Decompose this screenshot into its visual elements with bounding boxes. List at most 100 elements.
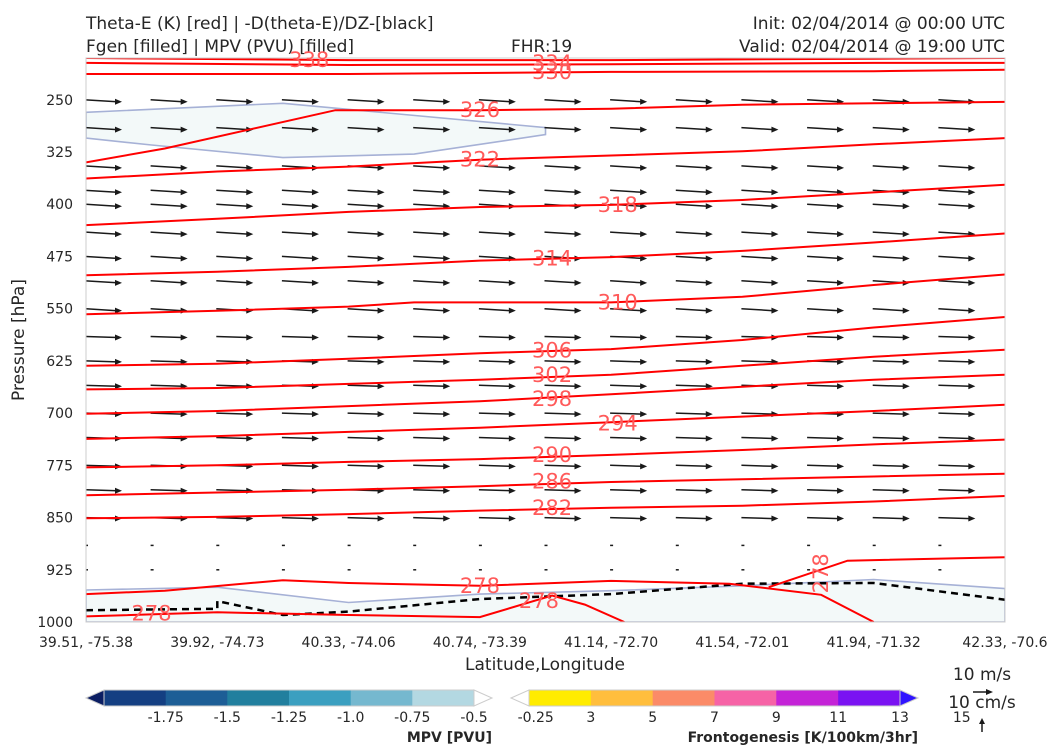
- y-tick-label: 325: [46, 145, 73, 161]
- wind-vector-head: [311, 279, 319, 286]
- wind-vector-shaft: [544, 412, 577, 415]
- wind-vector-shaft: [610, 464, 643, 468]
- wind-vector-shaft: [281, 436, 314, 440]
- wind-vector-head: [443, 334, 451, 341]
- wind-vector-head: [837, 307, 845, 314]
- wind-vector-shaft: [544, 307, 577, 312]
- fgen-colorbar-swatch: [590, 690, 654, 706]
- valid-time: Valid: 02/04/2014 @ 19:00 UTC: [739, 37, 1005, 57]
- wind-vector-shaft: [347, 231, 380, 235]
- wind-vector-shaft: [86, 488, 118, 492]
- stability-contour: [86, 581, 1005, 617]
- wind-vector-head: [705, 126, 713, 133]
- wind-vector-shaft: [347, 335, 380, 339]
- wind-vector-shaft: [413, 384, 446, 388]
- wind-vector-shaft: [347, 189, 380, 194]
- fgen-colorbar-swatch: [838, 690, 901, 706]
- wind-vector-head: [771, 463, 779, 470]
- mpv-colorbar-tick-label: -0.25: [518, 710, 554, 726]
- wind-vector-shaft: [347, 307, 380, 312]
- fgen-colorbar-swatch: [652, 690, 715, 706]
- wind-vector-head: [771, 126, 779, 133]
- wind-vector-shaft: [347, 464, 380, 468]
- wind-vector-head: [968, 189, 976, 196]
- y-tick-label: 1000: [37, 615, 73, 631]
- mpv-colorbar-tick-label: -1.25: [271, 710, 307, 726]
- wind-vector-shaft: [86, 335, 118, 339]
- wind-vector-shaft: [807, 335, 840, 339]
- fgen-colorbar-swatch: [714, 690, 777, 706]
- wind-vector-shaft: [86, 231, 118, 235]
- wind-vector-head: [180, 164, 188, 171]
- wind-vector-head: [640, 255, 648, 262]
- theta-e-contour: [86, 232, 1005, 277]
- wind-vector-head: [837, 203, 845, 210]
- theta-e-contour-label: 278: [132, 602, 172, 626]
- wind-vector-shaft: [150, 126, 183, 131]
- wind-vector-shaft: [544, 280, 577, 284]
- wind-vector-head: [180, 203, 188, 210]
- wind-vector-head: [574, 231, 582, 238]
- wind-vector-shaft: [741, 203, 774, 207]
- wind-vector-head: [311, 435, 319, 442]
- wind-vector-head: [443, 383, 451, 390]
- wind-vector-head: [705, 307, 713, 314]
- wind-vector-head: [377, 411, 385, 418]
- wind-vector-shaft: [86, 360, 118, 363]
- wind-vector-shaft: [347, 126, 380, 131]
- wind-vector-shaft: [347, 412, 380, 415]
- x-tick-label: 39.51, -75.38: [39, 635, 133, 651]
- wind-vector-shaft: [741, 516, 774, 520]
- wind-vector-shaft: [938, 384, 971, 388]
- fgen-colorbar-tick-label: 11: [829, 710, 847, 726]
- wind-vector-shaft: [610, 231, 643, 235]
- wind-vector-head: [377, 98, 385, 105]
- wind-vector-shaft: [281, 255, 314, 260]
- wind-vector-shaft: [872, 203, 905, 207]
- wind-vector-shaft: [478, 412, 511, 415]
- wind-vector-head: [902, 435, 910, 442]
- wind-vector-shaft: [938, 203, 971, 207]
- wind-vector-shaft: [675, 99, 708, 103]
- wind-vector-shaft: [675, 335, 708, 339]
- wind-vector-shaft: [150, 488, 183, 492]
- wind-vector-head: [902, 411, 910, 418]
- wind-vector-shaft: [413, 126, 446, 131]
- wind-vector-head: [311, 463, 319, 470]
- wind-vector-shaft: [938, 464, 971, 468]
- wind-vector-shaft: [216, 335, 249, 339]
- wind-vector-head: [115, 383, 122, 390]
- wind-vector-shaft: [610, 126, 643, 131]
- theta-e-contour: [86, 68, 1005, 75]
- wind-vector-head: [574, 307, 582, 314]
- theta-e-contour-label: 286: [532, 469, 572, 493]
- wind-vector-shaft: [413, 516, 446, 520]
- wind-vector-head: [115, 231, 122, 238]
- mpv-colorbar-swatch: [104, 690, 167, 706]
- wind-vector-shaft: [150, 203, 183, 207]
- wind-vector-head: [443, 279, 451, 286]
- x-tick-label: 40.33, -74.06: [302, 635, 396, 651]
- wind-vector-shaft: [675, 360, 708, 363]
- x-tick-label: 42.33, -70.6: [962, 635, 1047, 651]
- wind-vector-shaft: [872, 99, 905, 103]
- vector-key-horizontal-label: 10 m/s: [953, 665, 1011, 685]
- wind-vector-shaft: [807, 384, 840, 388]
- wind-vector-shaft: [675, 203, 708, 207]
- wind-vector-shaft: [807, 126, 840, 131]
- wind-vector-head: [705, 435, 713, 442]
- wind-vector-head: [902, 487, 910, 494]
- wind-vector-head: [508, 515, 516, 522]
- fgen-colorbar-extend-high: [899, 689, 920, 707]
- wind-vector-head: [115, 164, 122, 171]
- fgen-colorbar-tick-label: 15: [953, 710, 971, 726]
- wind-vector-head: [443, 307, 451, 314]
- wind-vector-shaft: [347, 255, 380, 260]
- wind-vector-head: [771, 487, 779, 494]
- wind-vector-shaft: [413, 99, 446, 103]
- wind-vector-head: [705, 98, 713, 105]
- mpv-colorbar-extend-low: [84, 689, 105, 707]
- wind-vector-shaft: [281, 126, 314, 131]
- wind-vector-head: [902, 383, 910, 390]
